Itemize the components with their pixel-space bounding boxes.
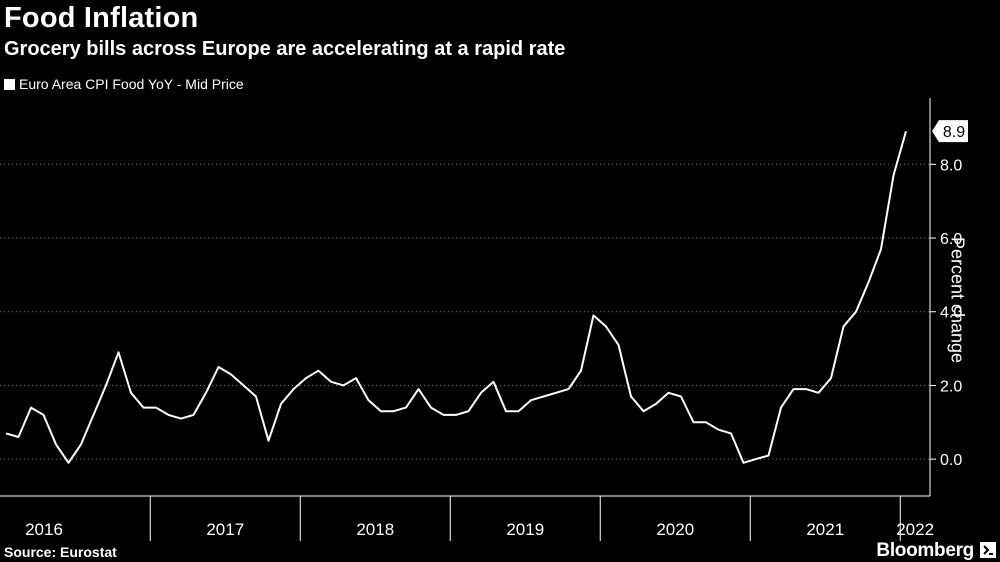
- legend: Euro Area CPI Food YoY - Mid Price: [4, 76, 244, 92]
- last-value-label: 8.9: [943, 124, 965, 141]
- x-tick-label: 2018: [356, 520, 394, 539]
- bloomberg-mark-icon: [980, 542, 996, 558]
- x-tick-label: 2017: [206, 520, 244, 539]
- series-line: [5, 130, 907, 464]
- y-tick-label: 8.0: [940, 157, 962, 174]
- x-tick-label: 2022: [896, 520, 934, 539]
- y-tick-label: 6.0: [940, 231, 962, 248]
- y-tick-label: 2.0: [940, 378, 962, 395]
- x-tick-label: 2016: [25, 520, 63, 539]
- legend-swatch: [4, 78, 15, 90]
- bloomberg-logo: Bloomberg: [876, 540, 974, 561]
- x-tick-label: 2021: [806, 520, 844, 539]
- last-value-box: [932, 120, 968, 143]
- chart-subtitle: Grocery bills across Europe are accelera…: [4, 38, 566, 60]
- source-note: Source: Eurostat: [4, 544, 117, 560]
- x-tick-label: 2019: [506, 520, 544, 539]
- y-ticks: 0.0 2.0 4.0 6.0 8.0: [930, 157, 962, 469]
- gridlines: [0, 163, 930, 460]
- y-tick-label: 4.0: [940, 305, 962, 322]
- legend-label: Euro Area CPI Food YoY - Mid Price: [19, 76, 244, 92]
- y-tick-label: 0.0: [940, 452, 962, 469]
- axes: [0, 98, 931, 497]
- y-axis-label: Percent change: [947, 236, 968, 364]
- last-value-callout: 8.9: [932, 120, 968, 143]
- chart-title: Food Inflation: [4, 2, 199, 34]
- x-tick-label: 2020: [656, 520, 694, 539]
- series: [5, 130, 907, 464]
- x-axis: 2016 2017 2018 2019 2020 2021 2022: [25, 496, 934, 541]
